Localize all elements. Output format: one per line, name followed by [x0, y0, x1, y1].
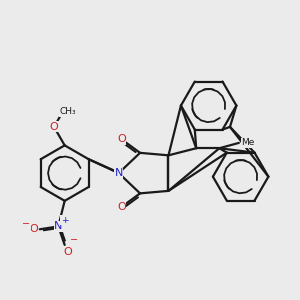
- Text: +: +: [61, 215, 68, 224]
- Text: O: O: [117, 202, 126, 212]
- Text: −: −: [70, 235, 78, 244]
- Text: −: −: [22, 219, 30, 229]
- Text: O: O: [63, 247, 72, 257]
- Text: O: O: [50, 122, 58, 132]
- Text: CH₃: CH₃: [60, 107, 76, 116]
- Text: N: N: [54, 221, 62, 231]
- Text: O: O: [29, 224, 38, 234]
- Text: N: N: [115, 168, 123, 178]
- Text: O: O: [117, 134, 126, 144]
- Text: Me: Me: [241, 138, 254, 147]
